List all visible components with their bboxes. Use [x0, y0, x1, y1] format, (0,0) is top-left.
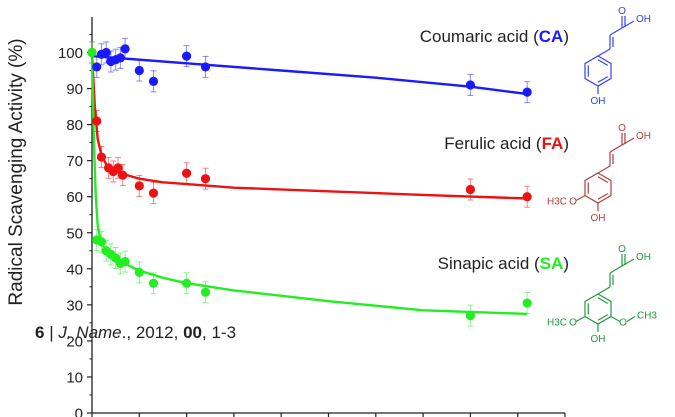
axes: 0 10 20 30 40 50 60 70 80 90 100 [58, 17, 566, 417]
series-label-fa: Ferulic acid (FA) [444, 134, 569, 153]
y-tick-label: 20 [66, 333, 83, 350]
y-tick-label: 50 [66, 225, 83, 242]
data-point-fa [182, 168, 192, 178]
data-point-ca [522, 87, 532, 97]
data-point-fa [96, 152, 107, 162]
y-tick-label: 40 [66, 261, 83, 278]
y-tick-label: 70 [66, 153, 83, 170]
data-point-fa [200, 174, 211, 184]
footer-year: , 2012, [126, 323, 184, 342]
page-footer: 6 | J. Name., 2012, 00, 1-3 [35, 323, 236, 343]
methoxy-oxygen-right: O [619, 318, 627, 329]
footer-journal: J. Name [58, 323, 122, 342]
y-tick-label: 100 [58, 45, 83, 62]
data-point-ca [182, 51, 192, 61]
footer-pages: , 1-3 [202, 323, 237, 342]
data-point-ca [200, 62, 211, 72]
acid-oh-label: OH [636, 14, 651, 25]
data-point-sa [148, 278, 159, 288]
data-point-sa [465, 311, 475, 321]
phenol-oh-label: OH [591, 334, 606, 345]
data-point-ca [465, 80, 475, 90]
data-point-sa [96, 237, 107, 247]
data-point-fa [465, 184, 475, 195]
data-point-sa [522, 298, 532, 308]
coumaric-acid-structure: O OH OH [584, 6, 651, 107]
y-tick-label: 10 [66, 369, 83, 386]
footer-volume: 00 [183, 323, 203, 342]
fit-curve-fa [90, 52, 528, 200]
y-axis-label: Radical Scavenging Activity (%) [6, 38, 27, 305]
y-tick-label: 80 [66, 117, 83, 134]
fit-curve-sa [90, 52, 528, 316]
data-point-fa [134, 181, 144, 191]
data-points [87, 37, 532, 327]
data-point-fa [522, 192, 532, 202]
series-labels: Coumaric acid (CA) Ferulic acid (FA) Sinap… [420, 27, 569, 273]
data-point-ca [115, 53, 125, 63]
data-point-sa [182, 278, 192, 288]
acid-oh-label: OH [636, 131, 651, 142]
data-point-ca [134, 65, 144, 76]
data-point-ca [148, 76, 159, 86]
data-point-sa [120, 256, 130, 267]
phenol-oh-label: OH [591, 96, 606, 107]
methoxy-oxygen: O [569, 197, 577, 208]
y-tick-label: 30 [66, 297, 83, 314]
footer-dot: . [121, 323, 127, 342]
phenol-oh-label: OH [591, 213, 606, 224]
methoxy-oxygen: O [569, 318, 577, 329]
carbonyl-oxygen: O [618, 123, 626, 134]
data-point-fa [92, 116, 102, 126]
acid-oh-label: OH [636, 252, 651, 263]
data-point-fa [118, 170, 128, 180]
data-point-ca [120, 44, 130, 54]
carbonyl-oxygen: O [618, 6, 626, 17]
footer-page-number: 6 [35, 323, 45, 342]
y-tick-label: 60 [66, 189, 83, 206]
methyl-label-left: H3C [547, 197, 567, 208]
y-tick-label: 90 [66, 81, 83, 98]
methyl-label-right: CH3 [637, 311, 657, 322]
data-point-ca [92, 62, 102, 72]
data-point-sa [200, 287, 211, 297]
series-label-ca: Coumaric acid (CA) [420, 27, 569, 46]
fit-curve-ca [91, 54, 528, 96]
carbonyl-oxygen: O [618, 244, 626, 255]
data-point-ca [101, 47, 111, 58]
data-point-fa [113, 163, 123, 173]
series-label-sa: Sinapic acid (SA) [438, 254, 569, 273]
fit-curves [90, 52, 528, 316]
methyl-label-left: H3C [547, 318, 567, 329]
data-point-sa [134, 267, 144, 278]
data-point-sa [87, 47, 97, 58]
y-tick-label: 0 [75, 406, 83, 417]
footer-separator: | [44, 323, 59, 342]
data-point-fa [148, 188, 159, 198]
